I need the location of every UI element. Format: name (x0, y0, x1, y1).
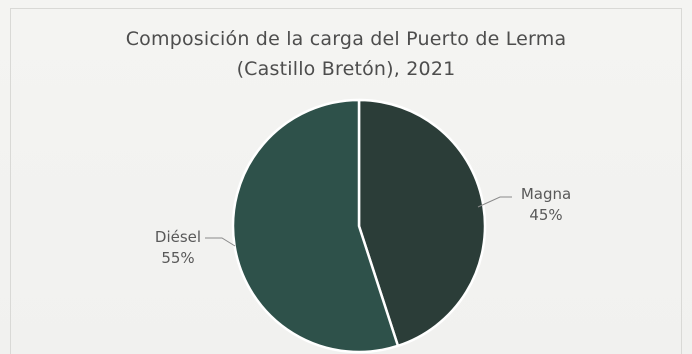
leader-line-diesel (205, 237, 236, 247)
leader-line-magna (477, 196, 512, 208)
chart-subtitle: (Castillo Bretón), 2021 (236, 58, 456, 80)
chart-title: Composición de la carga del Puerto de Le… (125, 28, 567, 50)
slice-label-magna: Magna 45% (516, 184, 576, 226)
pie-slices (231, 98, 487, 354)
slice-percent-diesel: 55% (161, 249, 195, 267)
pie-slice-magna (357, 98, 487, 348)
slice-label-diesel: Diésel 55% (146, 227, 210, 269)
slice-name-diesel: Diésel (154, 228, 202, 246)
slice-name-magna: Magna (520, 185, 572, 203)
slice-percent-magna: 45% (529, 206, 563, 224)
leader-lines (205, 196, 512, 247)
chart-frame (10, 8, 682, 354)
